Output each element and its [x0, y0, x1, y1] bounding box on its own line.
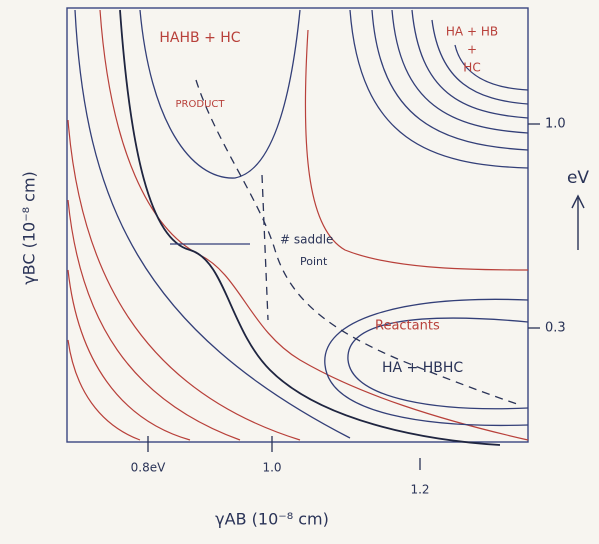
x-tick-label: 0.8eV	[131, 461, 166, 475]
separated-line2: HC	[463, 61, 480, 75]
contours-upper-right	[350, 10, 528, 168]
tick-marks	[148, 124, 540, 470]
x-tick-label: 1.0	[262, 461, 281, 475]
reaction-path	[196, 80, 520, 405]
energy-unit: eV	[567, 168, 589, 188]
diagram: HAHB + HC PRODUCT HA + HB + HC # saddle …	[0, 0, 599, 544]
ev-arrow	[572, 196, 584, 250]
saddle-line2: Point	[300, 255, 328, 268]
energy-level: 0.3	[545, 321, 566, 336]
plot-frame	[67, 8, 528, 442]
y-axis-label: γBC (10⁻⁸ cm)	[20, 171, 39, 285]
reactants-label: Reactants	[375, 319, 440, 334]
contours-lower-left	[68, 10, 528, 445]
page: {"axes": {"x_label": "γAB (10⁻⁸ cm)", "y…	[0, 0, 599, 544]
saddle-line1: # saddle	[280, 233, 333, 247]
contour-saddle	[305, 30, 528, 270]
reactants-species: HA + HBHC	[382, 360, 463, 376]
product-species: HAHB + HC	[159, 30, 240, 46]
separated-line1: HA + HB	[446, 25, 498, 39]
separated-plus: +	[467, 43, 477, 57]
reaction-path-vertical	[262, 175, 268, 320]
x-axis-label: γAB (10⁻⁸ cm)	[215, 510, 329, 529]
product-label: PRODUCT	[176, 99, 226, 110]
x-tick-label: 1.2	[410, 483, 429, 497]
energy-level: 1.0	[545, 117, 566, 132]
